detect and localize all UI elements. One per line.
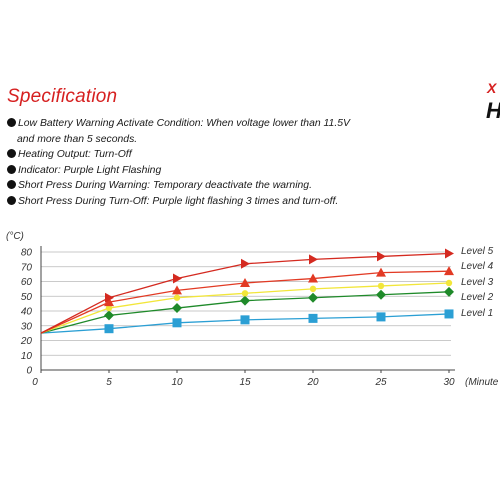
cropped-brand-mark-bottom: H [486, 98, 500, 124]
data-point [377, 251, 386, 262]
spec-text: and more than 5 seconds. [17, 133, 138, 145]
bullet-icon [7, 149, 16, 159]
data-point [309, 285, 317, 293]
data-point [445, 279, 453, 287]
data-point [172, 285, 182, 295]
y-tick-label: 70 [21, 262, 33, 273]
series-label: Level 4 [461, 261, 494, 272]
data-point [104, 324, 114, 334]
data-point [445, 248, 454, 259]
bullet-icon [7, 118, 16, 127]
data-point [240, 277, 250, 287]
series-label: Level 1 [461, 308, 493, 319]
y-tick-label: 20 [20, 336, 33, 347]
x-tick-label: 25 [374, 377, 387, 388]
data-point [240, 295, 250, 306]
series-label: Level 5 [461, 246, 494, 257]
data-point [241, 290, 249, 297]
series-label: Level 2 [461, 292, 494, 303]
data-point [173, 294, 181, 301]
series-label: Level 3 [461, 277, 494, 288]
x-tick-label: 20 [306, 377, 319, 388]
cropped-brand-mark-top: X [487, 80, 497, 96]
y-tick-label: 30 [21, 321, 33, 332]
spec-item-continuation: and more than 5 seconds. [7, 132, 477, 148]
spec-text: Heating Output: Turn-Off [18, 149, 132, 161]
y-tick-label: 0 [26, 366, 32, 377]
temperature-line-chart: 0 10 20 30 40 50 60 70 80 0 5 10 15 20 25 30 (°C) (Minute… [6, 231, 499, 388]
data-point [173, 273, 182, 284]
data-point [104, 297, 114, 307]
bullet-icon [7, 195, 16, 205]
spec-text: Short Press During Turn-Off: Purple ligh… [18, 195, 339, 207]
data-point [308, 292, 318, 303]
y-tick-label: 60 [21, 277, 33, 288]
y-tick-label: 80 [21, 248, 33, 259]
x-tick-label: 10 [171, 377, 183, 388]
x-tick-label: 0 [32, 377, 38, 388]
y-tick-label: 50 [21, 292, 33, 303]
y-tick-label: 10 [21, 351, 33, 362]
data-point [377, 282, 385, 290]
spec-text: Low Battery Warning Activate Condition: … [18, 118, 350, 129]
data-point [104, 310, 114, 321]
x-tick-label: 30 [443, 377, 455, 388]
data-point [444, 286, 454, 297]
data-point [376, 267, 386, 277]
y-tick-label: 40 [21, 307, 33, 318]
bullet-icon [7, 164, 16, 174]
bullet-icon [7, 180, 16, 190]
data-point [241, 258, 250, 269]
spec-item: Indicator: Purple Light Flashing [7, 163, 477, 179]
spec-text: Indicator: Purple Light Flashing [18, 164, 162, 176]
x-unit-label: (Minute [465, 377, 499, 388]
data-point [309, 254, 318, 265]
data-point [444, 309, 454, 319]
spec-item: Short Press During Warning: Temporary de… [7, 178, 477, 194]
data-point [444, 266, 454, 276]
data-point [308, 313, 318, 323]
spec-item: Short Press During Turn-Off: Purple ligh… [7, 194, 477, 210]
data-point [308, 273, 318, 283]
x-tick-label: 5 [106, 377, 112, 388]
data-point [376, 289, 386, 300]
x-tick-label: 15 [239, 377, 251, 388]
specification-list: Low Battery Warning Activate Condition: … [7, 116, 477, 210]
data-point [105, 304, 113, 312]
y-unit-label: (°C) [6, 231, 24, 242]
data-point [105, 292, 114, 303]
spec-item: Heating Output: Turn-Off [7, 147, 477, 163]
data-point [376, 312, 386, 322]
page-title: Specification [7, 86, 118, 107]
data-point [172, 318, 182, 328]
data-point [240, 315, 250, 325]
spec-item: Low Battery Warning Activate Condition: … [7, 116, 477, 132]
spec-text: Short Press During Warning: Temporary de… [18, 180, 312, 192]
data-point [172, 303, 182, 314]
